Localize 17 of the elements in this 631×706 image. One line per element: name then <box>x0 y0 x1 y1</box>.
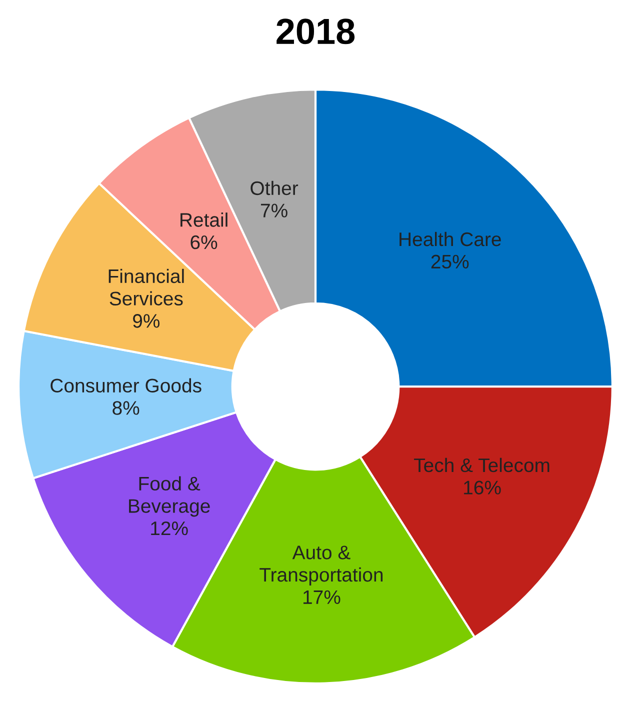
data-label: 9% <box>133 314 160 328</box>
slice-label: Food & Beverage <box>129 476 210 517</box>
slice-label: Financial Services <box>108 268 184 306</box>
slice-label: Health Care <box>400 232 501 246</box>
slice-label: Consumer Goods <box>50 378 202 393</box>
data-label: 12% <box>151 521 188 536</box>
slice-label: Auto & Transportation <box>260 546 383 586</box>
slice-label: Retail <box>180 212 228 227</box>
chart-title: 2018 <box>276 18 355 44</box>
data-label: 7% <box>260 204 288 218</box>
data-label: 6% <box>190 235 218 250</box>
slice-label: Other <box>250 180 298 196</box>
data-label: 25% <box>431 254 469 269</box>
data-label: 17% <box>303 590 340 604</box>
data-label: 8% <box>112 401 140 415</box>
data-label: 16% <box>464 480 501 494</box>
slice-label: Tech & Telecom <box>414 458 550 472</box>
